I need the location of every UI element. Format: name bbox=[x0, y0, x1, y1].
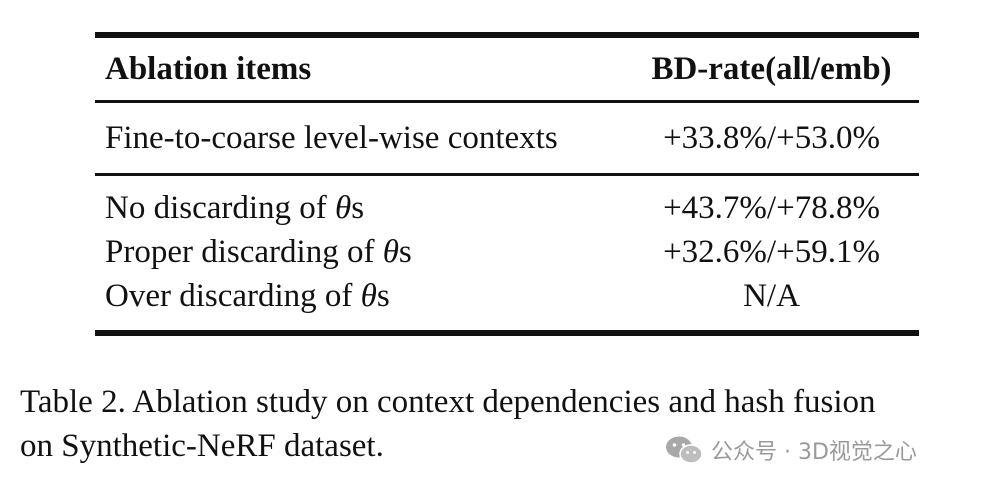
theta-symbol: θ bbox=[382, 234, 399, 270]
ablation-table: Ablation items BD-rate(all/emb) Fine-to-… bbox=[95, 32, 919, 336]
theta-symbol: θ bbox=[360, 278, 377, 314]
theta-symbol: θ bbox=[335, 190, 352, 226]
table-row: Proper discarding of θs +32.6%/+59.1% bbox=[95, 230, 919, 274]
table-row: Over discarding of θs N/A bbox=[95, 274, 919, 318]
row-label: Fine-to-coarse level-wise contexts bbox=[105, 120, 558, 156]
bottom-rule bbox=[95, 330, 919, 336]
watermark-text: 公众号 · 3D视觉之心 bbox=[711, 440, 917, 465]
table-header-row: Ablation items BD-rate(all/emb) bbox=[95, 38, 919, 100]
group-rule bbox=[95, 173, 919, 176]
header-bd-rate: BD-rate(all/emb) bbox=[651, 51, 892, 87]
header-ablation-items: Ablation items bbox=[105, 51, 312, 87]
caption-line-1: Table 2. Ablation study on context depen… bbox=[20, 384, 876, 420]
row-value: +32.6%/+59.1% bbox=[663, 234, 880, 270]
header-rule bbox=[95, 100, 919, 103]
caption-line-2: on Synthetic-NeRF dataset. bbox=[20, 428, 384, 464]
row-value: +43.7%/+78.8% bbox=[663, 190, 880, 226]
table-caption: Table 2. Ablation study on context depen… bbox=[20, 380, 995, 468]
row-value: N/A bbox=[743, 278, 800, 314]
watermark: 公众号 · 3D视觉之心 bbox=[665, 430, 917, 470]
row-label: No discarding of θs bbox=[105, 190, 365, 226]
discard-group: No discarding of θs +43.7%/+78.8% Proper… bbox=[95, 176, 919, 330]
row-label: Over discarding of θs bbox=[105, 278, 390, 314]
row-value: +33.8%/+53.0% bbox=[663, 120, 880, 156]
top-rule bbox=[95, 32, 919, 38]
wechat-icon bbox=[666, 436, 703, 464]
table-row: Fine-to-coarse level-wise contexts +33.8… bbox=[95, 103, 919, 173]
table-row: No discarding of θs +43.7%/+78.8% bbox=[95, 186, 919, 230]
row-label: Proper discarding of θs bbox=[105, 234, 412, 270]
